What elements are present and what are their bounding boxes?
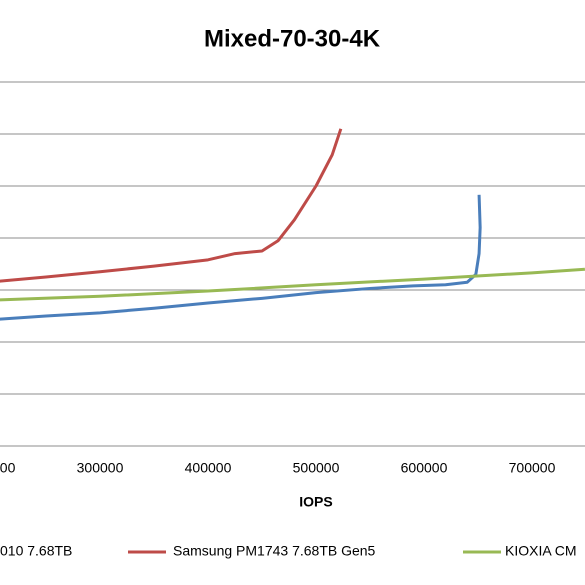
x-tick-label: 500000 (293, 460, 340, 476)
x-tick-label: 300000 (77, 460, 124, 476)
legend-label: Samsung PM1743 7.68TB Gen5 (173, 543, 376, 559)
x-tick-label: 700000 (509, 460, 556, 476)
data-line (0, 128, 343, 283)
data-line (0, 267, 585, 302)
legend-label: KIOXIA CM (505, 543, 577, 559)
x-tick-label: 600000 (401, 460, 448, 476)
legend-label: 010 7.68TB (0, 543, 72, 559)
x-tick-label: 400000 (185, 460, 232, 476)
chart-title: Mixed-70-30-4K (204, 25, 381, 52)
x-tick-label: 200000 (0, 460, 16, 476)
x-axis-title: IOPS (299, 494, 332, 510)
data-line (0, 194, 482, 321)
